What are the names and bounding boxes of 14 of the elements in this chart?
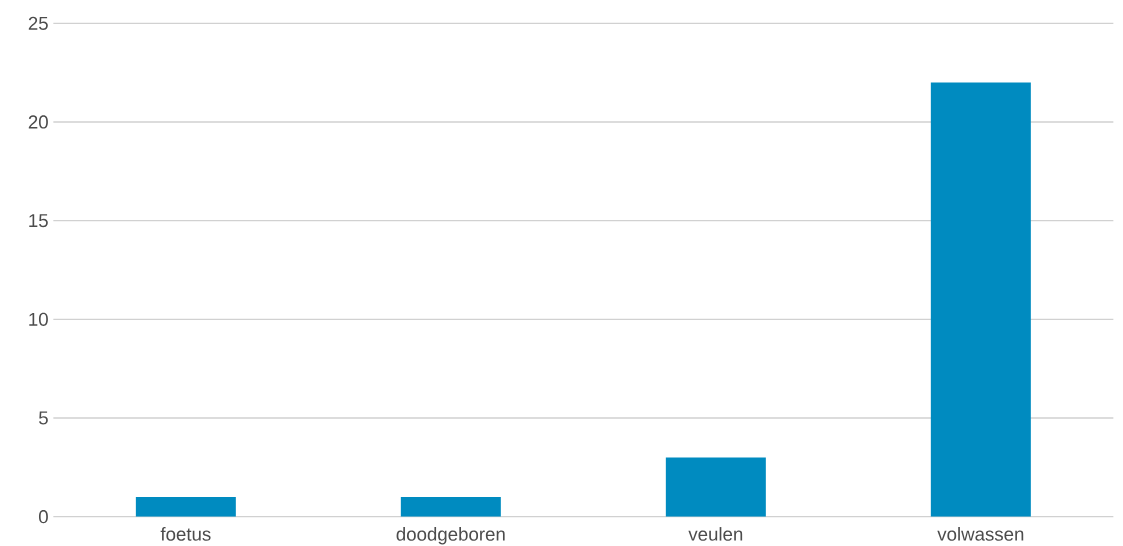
y-tick-label: 5 [39, 411, 48, 425]
bar [135, 496, 236, 517]
x-tick-label: volwassen [937, 527, 1024, 541]
x-tick-label: foetus [160, 527, 211, 541]
bar [930, 82, 1031, 517]
bar [665, 457, 766, 517]
x-tick-label: veulen [688, 527, 743, 541]
bar [400, 496, 501, 517]
y-tick-label: 10 [29, 312, 48, 326]
y-tick-label: 15 [29, 214, 48, 228]
y-tick-label: 20 [28, 115, 48, 129]
x-tick-label: doodgeboren [396, 527, 505, 545]
y-tick-label: 0 [38, 510, 48, 524]
y-tick-label: 25 [28, 16, 48, 30]
